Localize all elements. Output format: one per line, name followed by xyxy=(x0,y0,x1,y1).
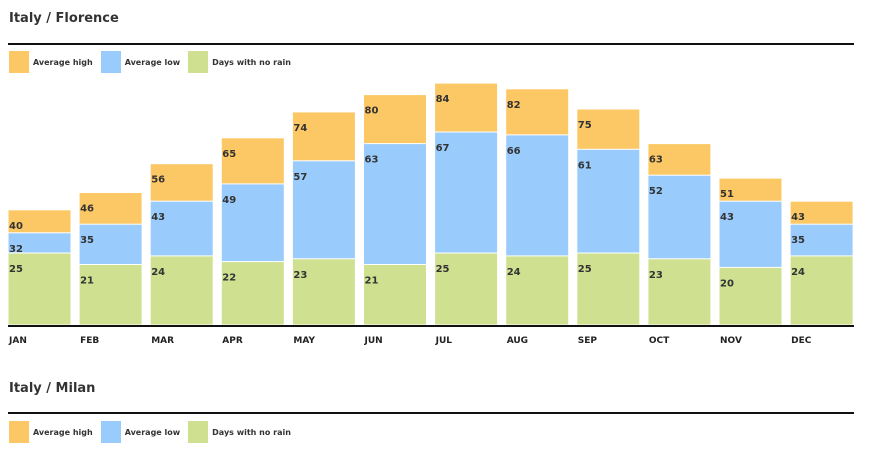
data-label-average-high-jan: 40 xyxy=(9,221,23,232)
month-label-may: MAY xyxy=(293,336,315,346)
bar-days-no-rain-feb xyxy=(78,264,143,326)
legend-item-days-no-rain: Days with no rain xyxy=(188,421,291,443)
month-label-jan: JAN xyxy=(8,336,27,346)
bar-days-no-rain-may xyxy=(291,258,356,326)
data-label-average-high-aug: 82 xyxy=(507,100,521,111)
legend-label-average-low: Average low xyxy=(124,427,181,437)
legend-item-average-high: Average high xyxy=(9,51,93,73)
data-label-average-high-may: 74 xyxy=(293,123,307,134)
section-divider-florence xyxy=(8,43,854,45)
bar-days-no-rain-jun xyxy=(363,264,427,326)
data-label-average-low-sep: 61 xyxy=(578,160,592,171)
data-label-average-high-apr: 65 xyxy=(222,149,236,160)
data-label-days-no-rain-sep: 25 xyxy=(578,264,592,275)
data-label-days-no-rain-may: 23 xyxy=(293,270,307,281)
data-label-average-low-jan: 32 xyxy=(9,244,23,255)
data-label-days-no-rain-mar: 24 xyxy=(151,267,165,278)
data-label-days-no-rain-jul: 25 xyxy=(436,264,450,275)
data-label-average-low-mar: 43 xyxy=(151,212,165,223)
data-label-average-low-dec: 35 xyxy=(791,235,805,246)
month-label-oct: OCT xyxy=(649,336,670,346)
legend-label-average-high: Average high xyxy=(33,57,93,67)
data-label-average-low-oct: 52 xyxy=(649,186,663,197)
month-label-feb: FEB xyxy=(80,336,99,346)
data-label-average-high-dec: 43 xyxy=(791,212,805,223)
legend-swatch-average-low xyxy=(100,421,121,443)
data-label-average-high-sep: 75 xyxy=(578,120,592,131)
month-label-aug: AUG xyxy=(507,336,528,346)
data-label-average-high-feb: 46 xyxy=(80,204,94,215)
data-label-days-no-rain-feb: 21 xyxy=(80,276,94,287)
bar-days-no-rain-jul xyxy=(434,252,499,326)
legend-item-average-high: Average high xyxy=(9,421,93,443)
data-label-average-low-may: 57 xyxy=(293,172,307,183)
data-label-average-low-feb: 35 xyxy=(80,235,94,246)
x-axis-line xyxy=(8,325,854,327)
bar-days-no-rain-aug xyxy=(505,255,570,326)
data-label-average-high-jul: 84 xyxy=(436,94,450,105)
bar-days-no-rain-oct xyxy=(647,258,712,326)
legend-swatch-average-low xyxy=(100,51,121,73)
data-label-days-no-rain-aug: 24 xyxy=(507,267,521,278)
data-label-days-no-rain-jan: 25 xyxy=(9,264,23,275)
section-title-florence: Italy / Florence xyxy=(9,11,119,26)
month-label-jun: JUN xyxy=(364,336,383,346)
month-label-mar: MAR xyxy=(151,336,174,346)
data-label-days-no-rain-apr: 22 xyxy=(222,273,236,284)
bar-days-no-rain-mar xyxy=(149,255,214,326)
legend-label-average-high: Average high xyxy=(33,427,93,437)
data-label-average-high-jun: 80 xyxy=(365,106,379,117)
bar-days-no-rain-nov xyxy=(718,266,783,326)
legend-label-days-no-rain: Days with no rain xyxy=(212,427,291,437)
data-label-average-high-nov: 51 xyxy=(720,189,734,200)
legend-item-days-no-rain: Days with no rain xyxy=(188,51,291,73)
data-label-days-no-rain-oct: 23 xyxy=(649,270,663,281)
month-label-jul: JUL xyxy=(435,336,453,346)
legend-milan: Average high Average low Days with no ra… xyxy=(9,421,299,443)
legend-swatch-days-no-rain xyxy=(188,421,209,443)
legend-florence: Average high Average low Days with no ra… xyxy=(9,51,299,73)
legend-swatch-average-high xyxy=(9,421,29,443)
month-label-nov: NOV xyxy=(720,336,742,346)
legend-swatch-average-high xyxy=(9,51,29,73)
month-label-apr: APR xyxy=(222,336,243,346)
month-label-sep: SEP xyxy=(578,336,598,346)
data-label-days-no-rain-jun: 21 xyxy=(365,276,379,287)
chart-florence: 40 32 25 JAN 46 35 21 FEB 56 43 24 MAR 65 49 22 APR 74 57… xyxy=(7,82,854,346)
data-label-average-high-mar: 56 xyxy=(151,175,165,186)
data-label-average-low-nov: 43 xyxy=(720,212,734,223)
legend-label-average-low: Average low xyxy=(124,57,181,67)
legend-item-average-low: Average low xyxy=(100,421,181,443)
data-label-average-low-apr: 49 xyxy=(222,195,236,206)
data-label-average-low-jul: 67 xyxy=(436,143,450,154)
legend-item-average-low: Average low xyxy=(100,51,181,73)
month-label-dec: DEC xyxy=(791,336,812,346)
legend-label-days-no-rain: Days with no rain xyxy=(212,57,291,67)
data-label-days-no-rain-nov: 20 xyxy=(720,278,734,289)
section-title-milan: Italy / Milan xyxy=(9,381,96,396)
bar-days-no-rain-sep xyxy=(576,252,641,326)
data-label-average-high-oct: 63 xyxy=(649,155,663,166)
legend-swatch-days-no-rain xyxy=(188,51,209,73)
bar-days-no-rain-apr xyxy=(220,261,285,326)
section-divider-milan xyxy=(8,412,854,414)
data-label-average-low-aug: 66 xyxy=(507,146,521,157)
data-label-days-no-rain-dec: 24 xyxy=(791,267,805,278)
bar-days-no-rain-jan xyxy=(7,252,72,326)
data-label-average-low-jun: 63 xyxy=(365,155,379,166)
